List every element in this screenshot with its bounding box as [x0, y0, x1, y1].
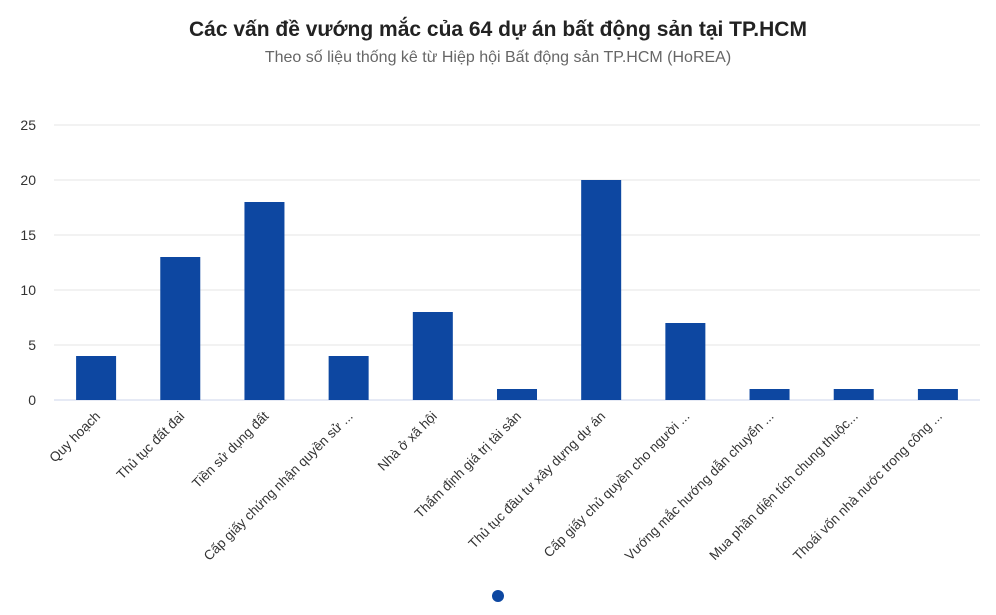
chart-subtitle: Theo số liệu thống kê từ Hiệp hội Bất độ… — [264, 49, 732, 66]
bar[interactable] — [581, 180, 622, 400]
bar[interactable] — [76, 356, 117, 400]
y-tick-label: 15 — [20, 227, 36, 243]
x-axis-labels: Quy hoạch Thủ tục đất đai Tiền sử dụng đất… — [46, 408, 945, 563]
y-tick-label: 20 — [20, 172, 36, 188]
bar[interactable] — [497, 389, 537, 400]
bar[interactable] — [749, 389, 790, 400]
x-tick-label: Vướng mắc hướng dẫn chuyển ... — [622, 409, 777, 564]
x-tick-label: Tiền sử dụng đất — [189, 408, 272, 491]
x-tick-label: Thoái vốn nhà nước trong công ... — [790, 409, 945, 564]
bars — [76, 180, 958, 400]
bar[interactable] — [412, 312, 453, 400]
x-tick-label: Quy hoạch — [46, 409, 103, 466]
bar[interactable] — [665, 323, 706, 400]
y-tick-label: 25 — [20, 117, 36, 133]
x-tick-label: Cấp giấy chứng nhận quyền sử ... — [201, 409, 356, 564]
bar[interactable] — [244, 202, 285, 400]
y-tick-label: 5 — [28, 337, 36, 353]
bar[interactable] — [328, 356, 369, 400]
bar[interactable] — [917, 389, 958, 400]
x-tick-label: Mua phần diện tích chung thuộc... — [706, 409, 860, 563]
y-tick-label: 0 — [28, 392, 36, 408]
chart-title: Các vấn đề vướng mắc của 64 dự án bất độ… — [189, 18, 807, 41]
pagination-dot[interactable] — [492, 590, 504, 602]
x-tick-label: Cấp giấy chủ quyền cho người ... — [541, 409, 693, 561]
x-tick-label: Thủ tục đất đai — [114, 409, 188, 483]
y-axis-ticks: 0 5 10 15 20 25 — [20, 117, 36, 408]
bar[interactable] — [833, 389, 874, 400]
y-tick-label: 10 — [20, 282, 36, 298]
bar[interactable] — [160, 257, 201, 400]
x-tick-label: Nhà ở xã hội — [375, 409, 440, 474]
x-tick-label: Thủ tục đầu tư xây dựng dự án — [465, 409, 608, 552]
